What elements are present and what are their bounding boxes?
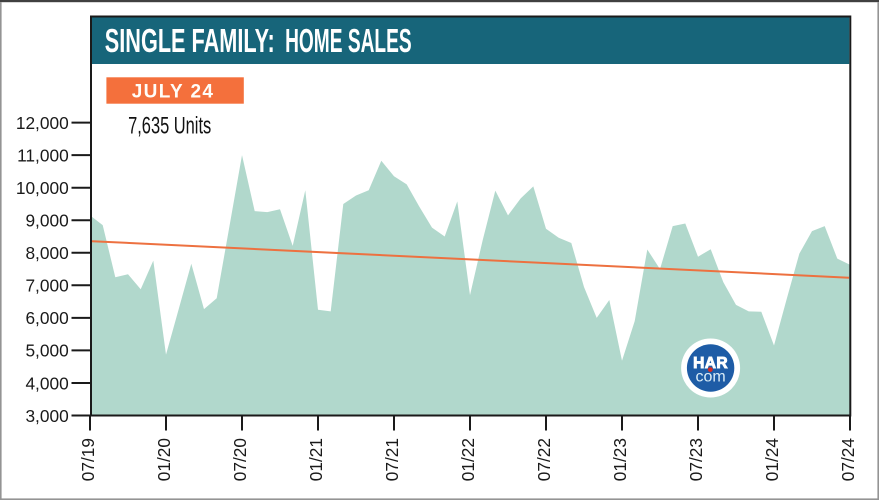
svg-text:7,000: 7,000 [25,276,68,296]
svg-text:4,000: 4,000 [25,373,68,393]
svg-text:01/23: 01/23 [610,438,630,481]
svg-text:01/20: 01/20 [154,438,174,481]
svg-text:HOME SALES: HOME SALES [285,23,412,60]
svg-text:3,000: 3,000 [25,406,68,426]
svg-text:10,000: 10,000 [16,178,69,198]
svg-text:07/23: 07/23 [686,438,706,481]
svg-text:HAR: HAR [693,355,728,372]
svg-text:01/22: 01/22 [458,438,478,481]
svg-text:12,000: 12,000 [16,113,69,133]
svg-text:JULY 24: JULY 24 [132,81,215,102]
svg-text:8,000: 8,000 [25,243,68,263]
svg-text:01/21: 01/21 [306,438,326,481]
svg-text:5,000: 5,000 [25,341,68,361]
svg-text:SINGLE FAMILY:: SINGLE FAMILY: [105,23,275,60]
svg-text:01/24: 01/24 [762,438,782,482]
svg-text:07/22: 07/22 [534,438,554,481]
svg-text:07/20: 07/20 [230,438,250,481]
svg-text:com: com [695,369,725,386]
svg-text:6,000: 6,000 [25,308,68,328]
svg-text:9,000: 9,000 [25,211,68,231]
svg-text:07/21: 07/21 [382,438,402,481]
svg-text:07/19: 07/19 [78,438,98,481]
svg-text:07/24: 07/24 [838,438,858,482]
svg-text:11,000: 11,000 [17,145,69,165]
svg-text:7,635 Units: 7,635 Units [128,112,211,139]
